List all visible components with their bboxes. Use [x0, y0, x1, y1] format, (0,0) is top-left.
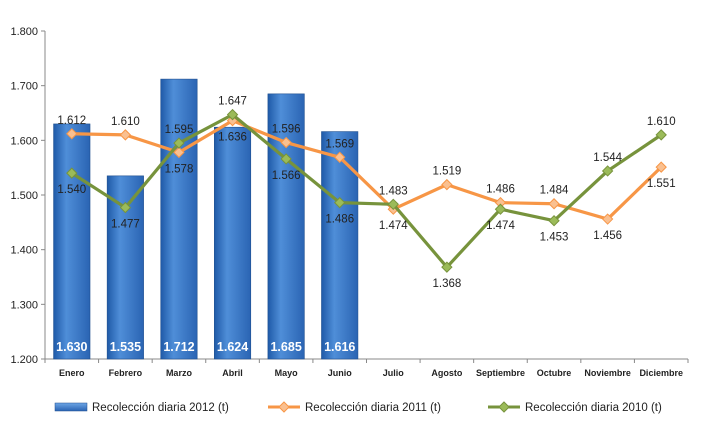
- line-marker: [441, 178, 453, 191]
- point-label: 1.486: [325, 214, 354, 226]
- line-marker: [548, 198, 560, 210]
- x-tick-label: Julio: [383, 368, 405, 378]
- y-axis: 1.200 1.300 1.400 1.500 1.600 1.700 1.800: [10, 26, 46, 366]
- line-marker: [601, 165, 614, 177]
- point-label: 1.453: [540, 232, 569, 244]
- y-tick-label: 1.400: [10, 245, 38, 257]
- x-tick-label: Junio: [328, 368, 353, 378]
- point-label: 1.474: [486, 220, 515, 232]
- point-label: 1.519: [432, 166, 461, 178]
- point-label: 1.544: [593, 152, 622, 164]
- point-label: 1.610: [647, 116, 676, 128]
- legend-swatch-bar: [54, 402, 88, 412]
- point-label: 1.569: [325, 138, 354, 150]
- line-marker: [387, 198, 399, 211]
- bar: [214, 126, 252, 360]
- bar: [321, 131, 359, 360]
- point-label: 1.595: [165, 124, 194, 136]
- point-label: 1.596: [272, 124, 301, 136]
- legend-label: Recolección diaria 2012 (t): [92, 402, 229, 414]
- x-tick-label: Diciembre: [639, 368, 683, 378]
- point-label: 1.647: [218, 96, 247, 108]
- legend-label: Recolección diaria 2011 (t): [305, 402, 441, 414]
- x-axis: Enero Febrero Marzo Abril Mayo Junio Julio Agos…: [44, 358, 689, 378]
- point-label: 1.610: [111, 116, 140, 128]
- bar-value-label: 1.630: [56, 340, 87, 354]
- y-tick-label: 1.300: [10, 299, 38, 311]
- x-tick-label: Abril: [222, 368, 243, 378]
- line-marker: [601, 213, 614, 225]
- series-line: [70, 113, 663, 269]
- point-label: 1.636: [218, 132, 247, 144]
- line-marker: [280, 136, 292, 149]
- y-tick-label: 1.500: [10, 190, 38, 202]
- bars: [53, 78, 359, 360]
- point-label: 1.486: [486, 184, 515, 196]
- point-label: 1.477: [111, 219, 140, 231]
- bar: [53, 123, 91, 360]
- line-marker: [226, 108, 239, 121]
- y-tick-label: 1.700: [10, 81, 38, 93]
- bar-value-label: 1.624: [217, 340, 248, 354]
- line-marker: [119, 201, 132, 214]
- y-tick-label: 1.200: [10, 354, 38, 366]
- point-label: 1.540: [57, 184, 86, 196]
- x-tick-label: Febrero: [109, 368, 143, 378]
- legend: Recolección diaria 2012 (t) Recolección d…: [54, 401, 662, 414]
- bar-value-label: 1.712: [163, 340, 194, 354]
- y-tick-label: 1.800: [10, 26, 38, 38]
- line-marker: [173, 146, 185, 159]
- legend-swatch-marker: [498, 401, 510, 413]
- x-tick-label: Enero: [59, 368, 85, 378]
- line-marker: [441, 261, 453, 273]
- point-label: 1.456: [593, 230, 622, 242]
- line-marker: [119, 129, 132, 141]
- line-marker: [173, 137, 185, 149]
- bar-value-label: 1.535: [110, 340, 141, 354]
- line-marker: [280, 153, 292, 165]
- x-tick-label: Mayo: [275, 368, 299, 378]
- point-label: 1.612: [57, 115, 86, 127]
- point-label: 1.474: [379, 220, 408, 232]
- legend-swatch-marker: [278, 401, 290, 413]
- line-marker: [494, 203, 507, 215]
- point-label: 1.578: [165, 163, 194, 175]
- point-label: 1.551: [647, 178, 676, 190]
- bar-value-label: 1.685: [270, 340, 301, 354]
- data-labels: 1.630 1.535 1.712 1.624 1.685 1.616 1.612 1.540…: [56, 96, 675, 354]
- point-label: 1.368: [432, 278, 461, 290]
- line-marker: [334, 151, 346, 163]
- line-marker: [66, 128, 78, 140]
- line-marker: [655, 161, 667, 173]
- point-label: 1.484: [540, 185, 569, 197]
- point-label: 1.483: [379, 185, 408, 197]
- line-marker: [655, 129, 667, 141]
- x-tick-label: Octubre: [537, 368, 572, 378]
- series-line: [71, 119, 663, 221]
- x-tick-label: Marzo: [166, 368, 193, 378]
- line-marker: [548, 214, 560, 227]
- legend-label: Recolección diaria 2010 (t): [525, 402, 662, 414]
- line-marker: [66, 167, 78, 179]
- series-lines: [66, 108, 667, 273]
- y-tick-label: 1.600: [10, 135, 38, 147]
- bar-value-label: 1.616: [324, 340, 355, 354]
- line-marker: [334, 196, 346, 209]
- x-tick-label: Septiembre: [476, 368, 525, 378]
- point-label: 1.566: [272, 170, 301, 182]
- bar: [160, 78, 198, 360]
- x-tick-label: Agosto: [431, 368, 462, 378]
- x-tick-label: Noviembre: [584, 368, 631, 378]
